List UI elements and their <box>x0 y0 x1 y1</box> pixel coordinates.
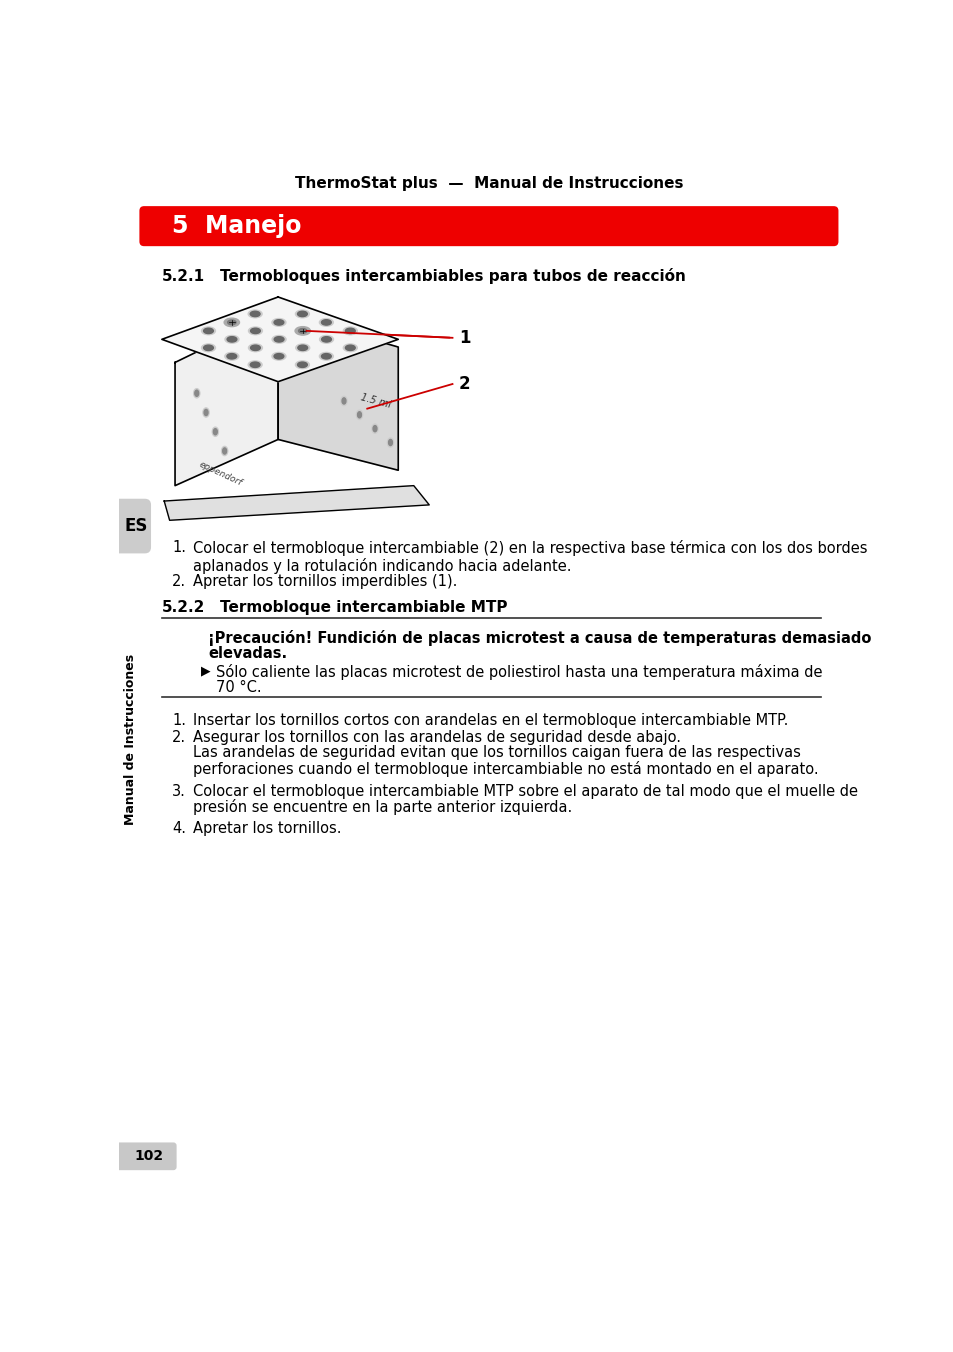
Text: Apretar los tornillos.: Apretar los tornillos. <box>193 821 341 836</box>
Ellipse shape <box>321 319 331 324</box>
Ellipse shape <box>319 353 333 360</box>
Ellipse shape <box>272 319 286 326</box>
Text: 102: 102 <box>134 1149 163 1163</box>
Polygon shape <box>278 312 397 470</box>
Ellipse shape <box>222 448 227 454</box>
Ellipse shape <box>373 426 376 431</box>
Ellipse shape <box>212 427 218 437</box>
FancyBboxPatch shape <box>93 499 151 553</box>
Ellipse shape <box>225 335 238 343</box>
Text: 5  Manejo: 5 Manejo <box>172 214 301 238</box>
Text: Las arandelas de seguridad evitan que los tornillos caigan fuera de las respecti: Las arandelas de seguridad evitan que lo… <box>193 745 800 760</box>
Ellipse shape <box>221 446 228 456</box>
Text: ¡Precaución! Fundición de placas microtest a causa de temperaturas demasiado: ¡Precaución! Fundición de placas microte… <box>208 630 871 646</box>
Text: 5.2.2: 5.2.2 <box>162 600 205 615</box>
Ellipse shape <box>248 343 262 352</box>
Text: 1.: 1. <box>172 539 186 554</box>
Ellipse shape <box>204 410 208 415</box>
Ellipse shape <box>321 354 331 360</box>
Ellipse shape <box>248 310 262 318</box>
Text: Asegurar los tornillos con las arandelas de seguridad desde abajo.: Asegurar los tornillos con las arandelas… <box>193 730 680 745</box>
Text: 2: 2 <box>458 375 470 393</box>
Ellipse shape <box>203 329 213 334</box>
Polygon shape <box>174 312 278 485</box>
Text: presión se encuentre en la parte anterior izquierda.: presión se encuentre en la parte anterio… <box>193 799 572 815</box>
Ellipse shape <box>319 335 334 343</box>
Ellipse shape <box>251 329 260 334</box>
Text: Termobloques intercambiables para tubos de reacción: Termobloques intercambiables para tubos … <box>220 268 685 284</box>
Text: 3.: 3. <box>172 784 186 799</box>
Ellipse shape <box>203 408 209 418</box>
Ellipse shape <box>250 362 260 368</box>
Ellipse shape <box>213 429 217 435</box>
Ellipse shape <box>295 361 309 369</box>
Ellipse shape <box>250 311 260 316</box>
Ellipse shape <box>274 319 284 324</box>
Ellipse shape <box>201 343 215 352</box>
Text: 70 °C.: 70 °C. <box>216 680 261 695</box>
Text: perforaciones cuando el termobloque intercambiable no está montado en el aparato: perforaciones cuando el termobloque inte… <box>193 761 818 776</box>
Polygon shape <box>164 485 429 521</box>
Ellipse shape <box>274 354 284 360</box>
Ellipse shape <box>248 327 262 335</box>
Ellipse shape <box>343 343 357 352</box>
Ellipse shape <box>297 362 307 368</box>
Ellipse shape <box>357 412 361 418</box>
Text: elevadas.: elevadas. <box>208 646 287 661</box>
Ellipse shape <box>388 439 392 446</box>
Ellipse shape <box>201 327 215 335</box>
Text: Manual de Instrucciones: Manual de Instrucciones <box>124 654 136 825</box>
Ellipse shape <box>356 410 362 419</box>
Ellipse shape <box>274 337 284 342</box>
Ellipse shape <box>345 345 355 350</box>
Text: Sólo caliente las placas microtest de poliestirol hasta una temperatura máxima d: Sólo caliente las placas microtest de po… <box>216 664 821 680</box>
Text: ThermoStat plus  —  Manual de Instrucciones: ThermoStat plus — Manual de Instruccione… <box>294 176 682 191</box>
Ellipse shape <box>295 310 309 318</box>
Ellipse shape <box>225 353 238 360</box>
Ellipse shape <box>251 345 260 350</box>
Ellipse shape <box>298 329 307 333</box>
Ellipse shape <box>272 335 286 343</box>
Ellipse shape <box>227 337 236 342</box>
Text: 2.: 2. <box>172 575 186 589</box>
Text: ES: ES <box>125 516 148 534</box>
Ellipse shape <box>387 438 394 448</box>
Ellipse shape <box>294 327 310 335</box>
Ellipse shape <box>295 343 310 352</box>
FancyBboxPatch shape <box>112 1142 176 1171</box>
Text: 1.: 1. <box>172 713 186 727</box>
Ellipse shape <box>224 318 239 327</box>
Ellipse shape <box>248 361 262 369</box>
Text: 2.: 2. <box>172 730 186 745</box>
Ellipse shape <box>228 320 235 324</box>
Text: 1: 1 <box>458 329 470 347</box>
Ellipse shape <box>345 329 355 334</box>
Ellipse shape <box>194 391 198 396</box>
Ellipse shape <box>297 345 307 350</box>
Ellipse shape <box>272 353 286 360</box>
Text: Termobloque intercambiable MTP: Termobloque intercambiable MTP <box>220 600 507 615</box>
Ellipse shape <box>227 354 236 360</box>
Ellipse shape <box>343 327 357 335</box>
Ellipse shape <box>203 345 213 350</box>
FancyBboxPatch shape <box>139 206 838 246</box>
Ellipse shape <box>342 397 346 404</box>
Ellipse shape <box>372 425 377 433</box>
Text: 1.5 ml: 1.5 ml <box>359 392 392 410</box>
Ellipse shape <box>297 311 307 316</box>
Text: Insertar los tornillos cortos con arandelas en el termobloque intercambiable MTP: Insertar los tornillos cortos con arande… <box>193 713 787 727</box>
Text: Apretar los tornillos imperdibles (1).: Apretar los tornillos imperdibles (1). <box>193 575 456 589</box>
Text: ▶: ▶ <box>200 664 210 677</box>
Ellipse shape <box>321 337 331 342</box>
Text: 4.: 4. <box>172 821 186 836</box>
Text: eppendorf: eppendorf <box>197 460 243 488</box>
Ellipse shape <box>340 396 347 406</box>
Ellipse shape <box>319 319 333 326</box>
Text: Colocar el termobloque intercambiable MTP sobre el aparato de tal modo que el mu: Colocar el termobloque intercambiable MT… <box>193 784 857 799</box>
Ellipse shape <box>193 388 199 397</box>
Text: Colocar el termobloque intercambiable (2) en la respectiva base térmica con los : Colocar el termobloque intercambiable (2… <box>193 539 866 575</box>
Polygon shape <box>162 297 397 381</box>
Text: 5.2.1: 5.2.1 <box>162 269 205 284</box>
